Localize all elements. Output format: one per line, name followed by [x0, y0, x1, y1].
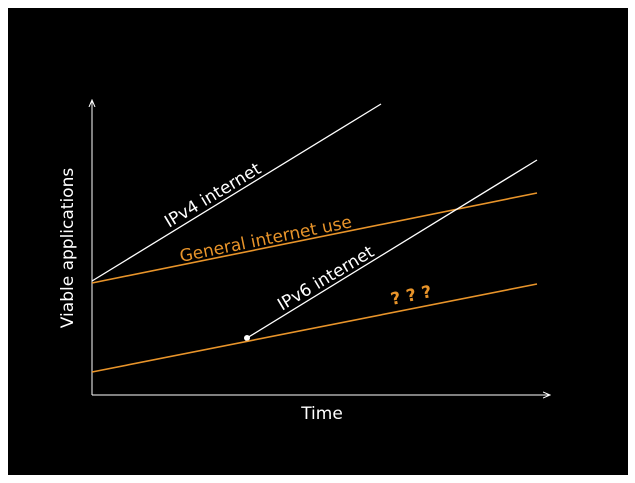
ipv4-line [91, 103, 382, 282]
ipv6-line [246, 159, 538, 339]
general-use-label: General internet use [178, 212, 354, 267]
slide-background [8, 8, 628, 475]
general-use-line [91, 192, 538, 284]
y-axis-label: Viable applications [58, 168, 78, 329]
x-axis-label: Time [300, 404, 343, 424]
ipv6-label: IPv6 internet [274, 242, 378, 315]
ipv6-start-dot [244, 335, 250, 341]
unknown-line [91, 283, 538, 373]
ipv4-label: IPv4 internet [161, 159, 265, 232]
